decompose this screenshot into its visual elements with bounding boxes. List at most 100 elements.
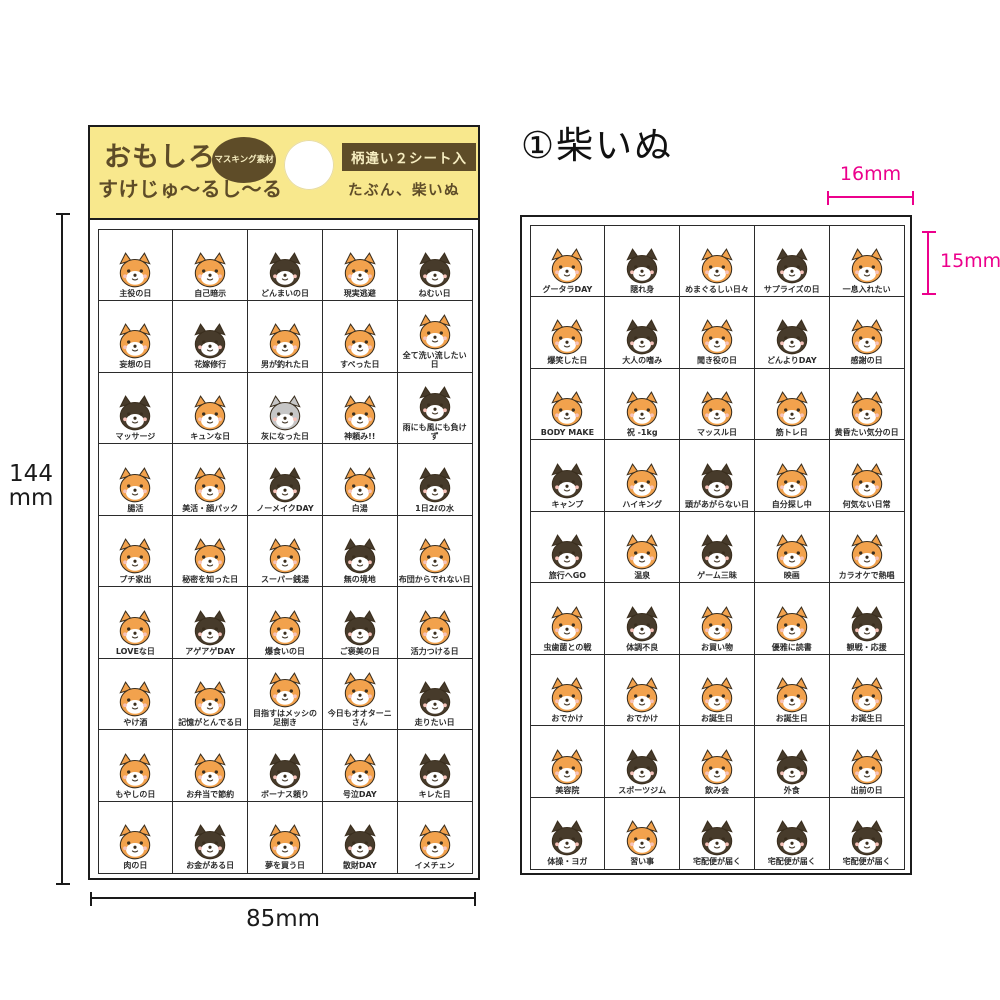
shiba-illustration	[418, 681, 451, 717]
shiba-illustration	[776, 534, 808, 570]
logo-line1: おもしろ	[104, 142, 216, 173]
sticker-label: 散財DAY	[342, 861, 377, 871]
shiba-illustration	[551, 391, 584, 427]
sticker-cell: LOVEな日	[97, 586, 174, 659]
sticker-label: 肉の日	[123, 861, 148, 871]
shiba-illustration	[119, 395, 152, 431]
sticker-label: 秘密を知った日	[182, 575, 239, 585]
sticker-label: すべった日	[340, 360, 380, 370]
sticker-cell: サプライズの日	[753, 224, 830, 298]
sheet-subtitle: たぶん、柴いぬ	[348, 183, 460, 199]
sticker-cell: お誕生日	[828, 653, 905, 727]
sticker-cell: 号泣DAY	[321, 729, 398, 802]
shiba-illustration	[776, 677, 808, 713]
sticker-cell: 男が釣れた日	[247, 300, 323, 373]
sticker-cell: お誕生日	[753, 653, 830, 727]
sticker-cell: グータラDAY	[529, 224, 606, 298]
shiba-illustration	[418, 538, 451, 574]
sticker-cell: やけ酒	[97, 657, 174, 731]
sticker-cell: どんよりDAY	[753, 296, 830, 369]
sticker-label: お誕生日	[775, 714, 808, 724]
shiba-illustration	[269, 252, 301, 288]
sticker-cell: 筋トレ日	[753, 367, 830, 441]
sticker-label: 主役の日	[119, 288, 152, 298]
sticker-label: お金がある日	[186, 861, 235, 871]
sticker-label: 聞き役の日	[696, 356, 737, 366]
sticker-cell: マッサージ	[97, 371, 174, 445]
shiba-illustration	[344, 752, 376, 789]
shiba-illustration	[119, 752, 152, 789]
sticker-label: 大人の嗜み	[622, 356, 663, 366]
sticker-label: 雨にも風にも負けず	[402, 422, 467, 441]
shiba-illustration	[776, 391, 808, 427]
shiba-illustration	[551, 677, 584, 713]
sticker-cell: 黄昏たい気分の日	[828, 367, 905, 441]
sticker-cell: 自分探し中	[753, 439, 830, 512]
shiba-illustration	[194, 252, 226, 288]
sticker-cell: BODY MAKE	[529, 367, 606, 441]
shiba-illustration	[626, 534, 658, 570]
sticker-cell: ご褒美の日	[321, 586, 398, 659]
sticker-cell: ねむい日	[396, 228, 473, 302]
sticker-cell: どんまいの日	[247, 228, 323, 302]
die-cut-hole	[284, 140, 334, 190]
sticker-label: 自分探し中	[771, 499, 812, 509]
sticker-cell: 隠れ身	[604, 224, 681, 298]
shiba-illustration	[194, 538, 226, 574]
sticker-label: キレた日	[418, 789, 451, 799]
sticker-cell: 布団からでれない日	[396, 514, 473, 588]
sticker-label: スポーツジム	[618, 785, 667, 795]
sticker-label: 祝 -1kg	[626, 427, 658, 437]
shiba-illustration	[344, 538, 376, 574]
sticker-cell: ボーナス頼り	[247, 729, 323, 802]
sticker-label: 現実逃避	[343, 288, 376, 298]
sticker-cell: 映画	[753, 510, 830, 584]
sticker-cell: 旅行へGO	[529, 510, 606, 584]
shiba-illustration	[776, 248, 808, 284]
shiba-illustration	[418, 609, 451, 645]
sticker-label: 妄想の日	[119, 360, 152, 370]
shiba-illustration	[626, 391, 658, 427]
shiba-illustration	[194, 824, 226, 860]
sticker-cell: 頭があがらない日	[679, 439, 755, 512]
shiba-illustration	[626, 462, 658, 498]
sticker-cell: 自己暗示	[172, 228, 249, 302]
sticker-cell: 宅配便が届く	[753, 796, 830, 870]
shiba-illustration	[701, 820, 733, 856]
shiba-illustration	[551, 605, 584, 641]
cell-height-dimension-line	[922, 231, 936, 295]
sticker-label: 感謝の日	[850, 356, 883, 366]
sticker-cell: 神頼み!!	[321, 371, 398, 445]
sticker-label: 習い事	[630, 857, 655, 867]
sticker-label: 外食	[783, 785, 800, 795]
shiba-illustration	[701, 391, 733, 427]
sticker-label: 腸活	[127, 503, 144, 513]
height-dimension-label: 144 mm	[6, 462, 56, 510]
shiba-illustration	[344, 395, 376, 431]
shiba-illustration	[850, 677, 883, 713]
page-title: ①柴いぬ	[521, 124, 674, 167]
sticker-label: 宅配便が届く	[767, 857, 816, 867]
sticker-cell: お弁当で節約	[172, 729, 249, 802]
sticker-cell: 感謝の日	[828, 296, 905, 369]
width-dimension-label: 85mm	[245, 906, 321, 932]
sticker-label: 今日もオオターニさん	[327, 709, 392, 728]
sticker-cell: 走りたい日	[396, 657, 473, 731]
sticker-cell: スーパー銭湯	[247, 514, 323, 588]
sticker-cell: キャンプ	[529, 439, 606, 512]
sticker-label: 全て洗い流したい日	[402, 351, 467, 370]
shiba-illustration	[701, 319, 733, 355]
sticker-cell: 飲み会	[679, 725, 755, 798]
sticker-label: 体調不良	[626, 642, 659, 652]
sticker-cell: 習い事	[604, 796, 681, 870]
sticker-label: おでかけ	[626, 714, 659, 724]
sticker-label: 隠れ身	[630, 284, 655, 294]
shiba-illustration	[269, 466, 301, 502]
height-dimension-line	[56, 213, 70, 885]
shiba-illustration	[269, 752, 301, 789]
sticker-label: 記憶がとんでる日	[178, 718, 243, 728]
shiba-illustration	[701, 748, 733, 785]
shiba-illustration	[194, 323, 226, 359]
shiba-illustration	[850, 319, 883, 355]
sticker-sheet-2: グータラDAY 隠れ身 めまぐるしい日々 サプライズの日 一息入れたい 爆笑した日 大人の嗜…	[520, 215, 912, 875]
